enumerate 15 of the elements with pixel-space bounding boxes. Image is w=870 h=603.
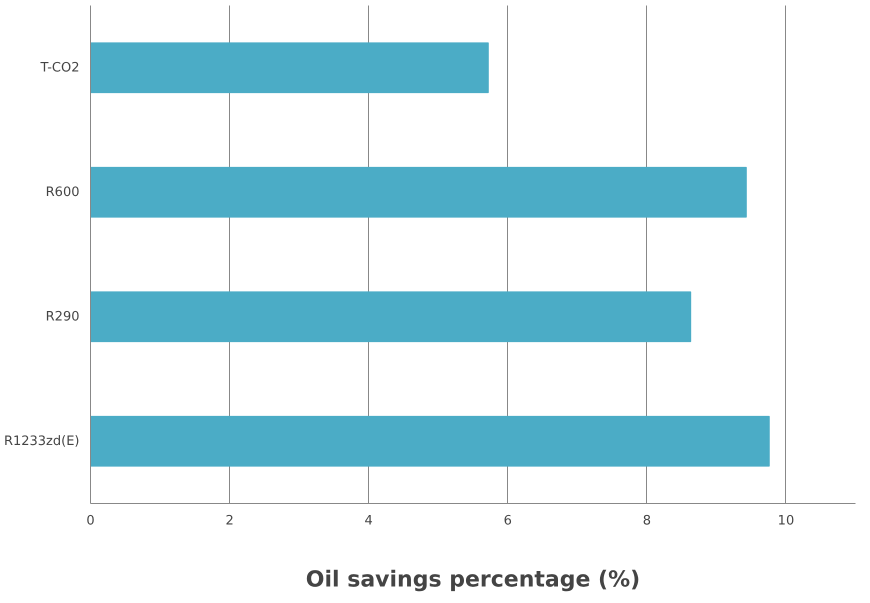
y-tick-label: R600 — [46, 184, 80, 200]
y-tick-label: T-CO2 — [39, 60, 80, 76]
x-tick-label: 2 — [225, 514, 234, 528]
x-axis-title: Oil savings percentage (%) — [306, 568, 640, 592]
x-tick-label: 6 — [504, 514, 512, 528]
bar — [90, 166, 747, 218]
bar — [90, 416, 770, 467]
x-tick-label: 0 — [86, 514, 95, 528]
x-tick-label: 8 — [642, 514, 652, 528]
x-tick-label: 10 — [778, 514, 794, 528]
x-tick-label: 4 — [364, 514, 373, 528]
bar — [90, 42, 489, 94]
y-tick-label: R290 — [46, 309, 80, 324]
bar — [90, 291, 692, 342]
y-tick-label: R1233zd(E) — [4, 434, 80, 449]
